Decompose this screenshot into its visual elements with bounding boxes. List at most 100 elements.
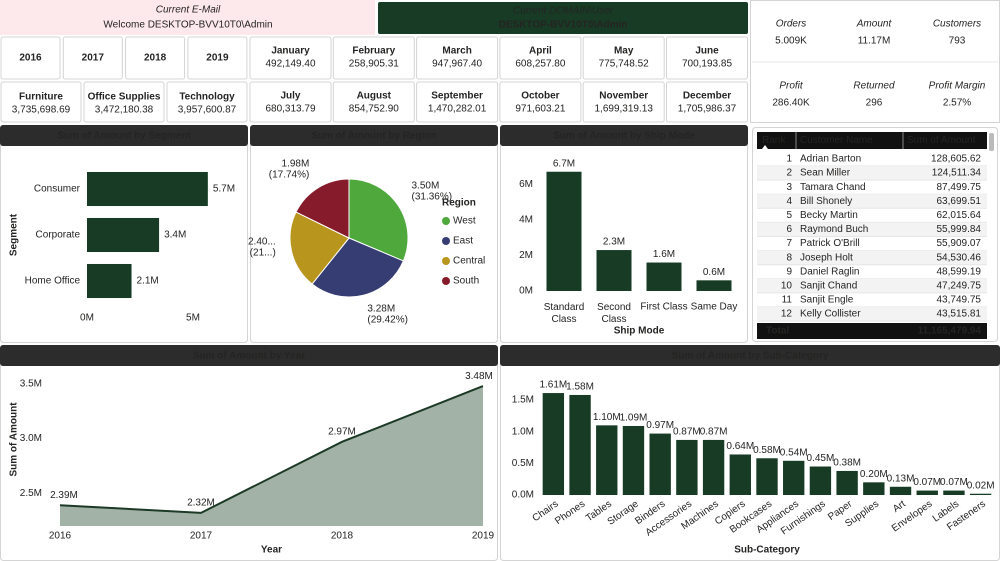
- data-label: 1.61M: [539, 380, 567, 391]
- kpi-value: 11.17M: [858, 36, 891, 47]
- year-option: 2017: [82, 53, 105, 64]
- table-cell: Bill Shonely: [800, 196, 852, 207]
- y-tick-label: 1.0M: [512, 426, 534, 437]
- slicer-button[interactable]: [416, 36, 499, 80]
- table-cell: Adrian Barton: [800, 154, 861, 165]
- slicer-button[interactable]: [0, 36, 61, 80]
- chart-title: Sum of Amount by Segment: [57, 131, 191, 142]
- data-label: 0.20M: [860, 469, 888, 480]
- slicer-button[interactable]: [332, 36, 415, 80]
- bar: [702, 439, 725, 495]
- pie-slice: [289, 211, 350, 285]
- category-option: Technology: [179, 92, 235, 103]
- month-option: October: [521, 91, 559, 102]
- line: [59, 385, 484, 514]
- bar: [596, 425, 618, 495]
- x-tick-label: 2018: [331, 531, 354, 542]
- month-option: May: [614, 46, 634, 57]
- x-tick-label: 5M: [186, 313, 200, 324]
- visual-header: [0, 345, 498, 366]
- row-stripe: [757, 307, 987, 322]
- table-cell: Kelly Collister: [800, 309, 861, 320]
- data-label: 1.09M: [620, 413, 648, 424]
- month-amount: 947,967.40: [432, 59, 482, 70]
- category-option: Furniture: [19, 92, 63, 103]
- month-amount: 680,313.79: [265, 104, 315, 115]
- y-tick-label: Corporate: [36, 230, 81, 241]
- legend-entry: West: [453, 216, 476, 227]
- data-label: 1.6M: [653, 249, 675, 260]
- scrollbar[interactable]: [989, 133, 994, 151]
- month-option: July: [280, 91, 300, 102]
- table-cell: 7: [786, 238, 792, 249]
- data-label: 0.45M: [807, 453, 835, 464]
- bar: [836, 470, 858, 495]
- slicer-button[interactable]: [62, 36, 123, 80]
- x-tick-label: 2019: [472, 531, 495, 542]
- user-text: DESKTOP-BVV10T0\Admin: [499, 20, 628, 31]
- kpi-value: 793: [949, 36, 966, 47]
- legend-entry: Central: [453, 256, 485, 267]
- slicer-button[interactable]: [187, 36, 248, 80]
- slicer-button[interactable]: [666, 36, 748, 80]
- x-axis-title: Ship Mode: [614, 326, 665, 337]
- pie-slice: [295, 178, 350, 239]
- table-cell: Patrick O'Brill: [800, 238, 860, 249]
- data-label: 2.32M: [187, 498, 215, 509]
- month-option: March: [442, 46, 471, 57]
- legend-swatch: [442, 277, 450, 285]
- data-label: 0.07M: [940, 477, 968, 488]
- sort-arrow: [762, 145, 768, 149]
- slicer-button[interactable]: [0, 81, 82, 123]
- bar: [783, 460, 805, 495]
- legend-entry: South: [453, 276, 479, 287]
- month-option: August: [357, 91, 392, 102]
- slicer-button[interactable]: [582, 81, 665, 123]
- month-amount: 775,748.52: [599, 59, 649, 70]
- slicer-button[interactable]: [332, 81, 415, 123]
- percent-label: (31.36%): [412, 191, 453, 202]
- row-stripe: [757, 250, 987, 265]
- month-amount: 971,603.21: [515, 104, 565, 115]
- data-label: 0.02M: [967, 480, 995, 491]
- category-option: Office Supplies: [88, 92, 161, 103]
- bar: [622, 425, 645, 495]
- slicer-button[interactable]: [249, 36, 332, 80]
- slicer-button[interactable]: [416, 81, 499, 123]
- table-cell: 62,015.64: [937, 210, 982, 221]
- data-label: 3.50M: [412, 180, 440, 191]
- slicer-button[interactable]: [582, 36, 665, 80]
- y-tick-label: 4M: [519, 214, 533, 225]
- slicer-button[interactable]: [249, 81, 332, 123]
- slicer-button[interactable]: [125, 36, 186, 80]
- data-label: 1.58M: [566, 382, 594, 393]
- table-cell: Joseph Holt: [800, 252, 853, 263]
- row-stripe: [757, 222, 987, 237]
- table-cell: 4: [786, 196, 792, 207]
- bar: [889, 486, 912, 495]
- slicer-button[interactable]: [83, 81, 165, 123]
- email-card: [0, 0, 375, 35]
- slicer-button[interactable]: [166, 81, 248, 123]
- bar: [943, 490, 965, 495]
- month-option: April: [529, 46, 552, 57]
- year-option: 2016: [19, 53, 42, 64]
- kpi-label: Amount: [856, 19, 893, 30]
- month-amount: 700,193.85: [682, 59, 732, 70]
- bar: [87, 171, 208, 207]
- bar: [809, 466, 832, 495]
- y-tick-label: 3.5M: [20, 379, 42, 390]
- slicer-button[interactable]: [666, 81, 748, 123]
- slicer-button[interactable]: [499, 81, 582, 123]
- table-cell: Sean Miller: [800, 168, 851, 179]
- month-amount: 258,905.31: [349, 59, 399, 70]
- table-cell: 128,605.62: [931, 154, 981, 165]
- table-total-bg: [757, 323, 987, 339]
- table-cell: 43,749.75: [937, 295, 982, 306]
- slicer-button[interactable]: [499, 36, 582, 80]
- month-option: December: [683, 91, 731, 102]
- table-cell: Sanjit Engle: [800, 295, 854, 306]
- data-label: 1.10M: [593, 412, 621, 423]
- x-tick-label: 2016: [49, 531, 72, 542]
